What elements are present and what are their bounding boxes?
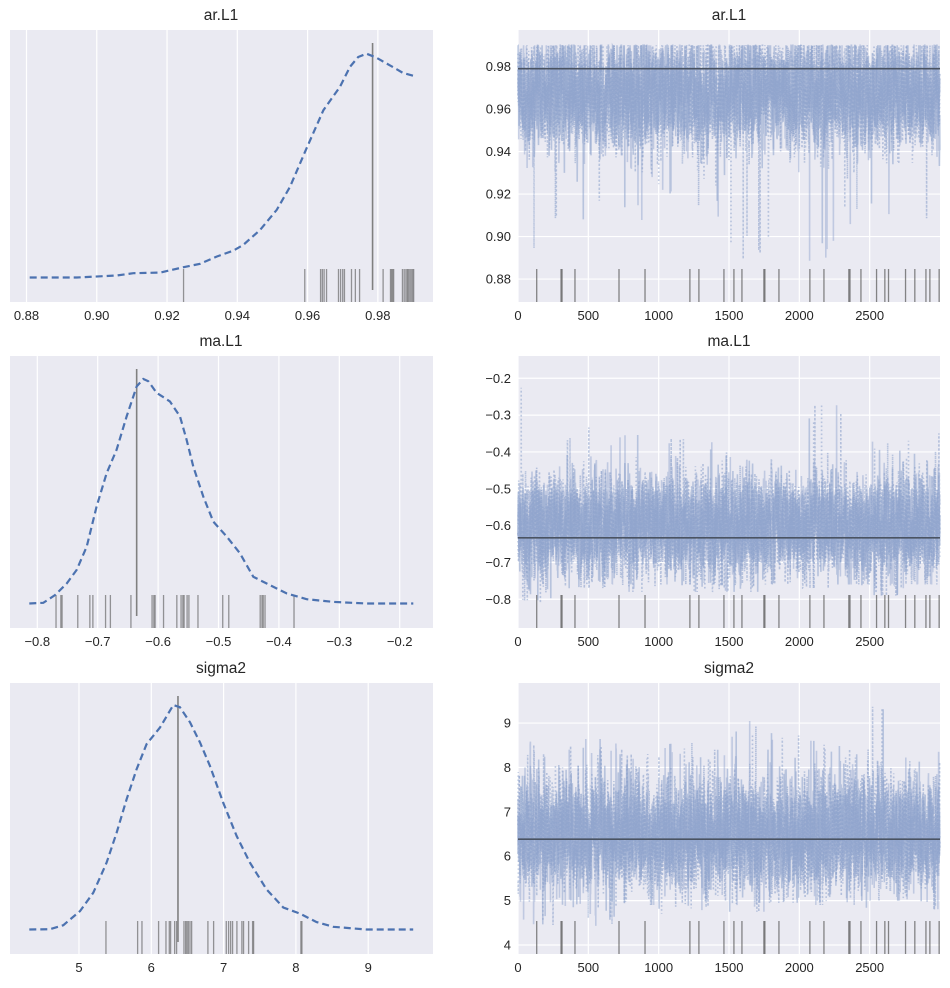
y-tick-label: 0.98 <box>486 59 511 74</box>
panel-title: ar.L1 <box>204 7 238 24</box>
x-tick-label: 0 <box>514 960 521 975</box>
y-tick-label: 5 <box>504 893 511 908</box>
chain-trace-4 <box>517 44 941 260</box>
x-tick-label: 8 <box>292 960 299 975</box>
x-tick-label: 500 <box>577 634 599 649</box>
x-tick-label: 0.98 <box>365 308 390 323</box>
panel-title: sigma2 <box>704 660 754 677</box>
x-tick-label: −0.2 <box>387 634 413 649</box>
y-tick-label: 8 <box>504 760 511 775</box>
x-tick-label: 0.88 <box>14 308 39 323</box>
x-tick-label: 0.90 <box>84 308 109 323</box>
kde-curve <box>29 377 414 605</box>
x-tick-label: 2000 <box>785 960 814 975</box>
x-tick-label: 1500 <box>715 634 744 649</box>
panel-sigma2-density: 5 6 7 8 9 sigma2 <box>10 660 433 975</box>
panel-title: sigma2 <box>196 660 246 677</box>
x-tick-label: 2000 <box>785 634 814 649</box>
plot-area <box>10 30 433 302</box>
panel-ma-l1-density: −0.8 −0.7 −0.6 −0.5 −0.4 −0.3 −0.2 ma.L1 <box>10 333 433 649</box>
y-tick-label: 0.96 <box>486 102 511 117</box>
x-tick-label: −0.5 <box>206 634 232 649</box>
x-tick-label: 1000 <box>644 960 673 975</box>
x-tick-label: −0.8 <box>24 634 50 649</box>
x-tick-label: 2500 <box>855 634 884 649</box>
y-tick-label: −0.8 <box>485 592 511 607</box>
x-tick-label: −0.3 <box>326 634 352 649</box>
x-tick-label: 1500 <box>715 960 744 975</box>
y-tick-label: 9 <box>504 716 511 731</box>
y-tick-label: 0.94 <box>486 144 511 159</box>
x-tick-label: 2500 <box>855 308 884 323</box>
x-tick-label: 500 <box>577 308 599 323</box>
y-tick-label: 4 <box>504 937 511 952</box>
x-tick-label: 500 <box>577 960 599 975</box>
y-tick-label: 0.90 <box>486 229 511 244</box>
panel-title: ma.L1 <box>199 333 242 350</box>
plot-area <box>10 356 433 628</box>
y-tick-label: 6 <box>504 849 511 864</box>
y-tick-label: 0.88 <box>486 272 511 287</box>
x-tick-label: 2500 <box>855 960 884 975</box>
panel-title: ma.L1 <box>707 333 750 350</box>
x-tick-label: 9 <box>365 960 372 975</box>
kde-curve <box>29 52 414 279</box>
x-tick-label: 0 <box>514 308 521 323</box>
y-tick-label: 7 <box>504 804 511 819</box>
plot-area <box>10 683 433 954</box>
x-tick-label: 2000 <box>785 308 814 323</box>
panel-title: ar.L1 <box>712 7 746 24</box>
y-tick-label: −0.2 <box>485 371 511 386</box>
chain-trace-2 <box>517 405 941 601</box>
x-tick-label: 0 <box>514 634 521 649</box>
panel-ma-l1-trace: 0 500 1000 1500 2000 2500 −0.8 −0.7 −0.6 −0.5 −0.4… <box>485 333 941 649</box>
y-tick-label: 0.92 <box>486 187 511 202</box>
y-tick-label: −0.5 <box>485 481 511 496</box>
x-tick-label: 6 <box>148 960 155 975</box>
x-tick-label: 0.94 <box>225 308 250 323</box>
x-tick-label: 1000 <box>644 308 673 323</box>
panel-sigma2-trace: 0 500 1000 1500 2000 2500 4 5 6 7 8 9 sigma2 <box>504 660 941 975</box>
x-tick-label: 0.92 <box>154 308 179 323</box>
chain-trace-4 <box>517 706 941 925</box>
y-tick-label: −0.3 <box>485 408 511 423</box>
x-tick-label: −0.4 <box>266 634 292 649</box>
x-tick-label: 5 <box>75 960 82 975</box>
x-tick-label: 1000 <box>644 634 673 649</box>
x-tick-label: −0.6 <box>145 634 171 649</box>
x-tick-label: 0.96 <box>295 308 320 323</box>
panel-ar-l1-density: 0.88 0.90 0.92 0.94 0.96 0.98 ar.L1 <box>10 7 433 323</box>
y-tick-label: −0.4 <box>485 444 511 459</box>
chain-trace-4 <box>517 387 941 604</box>
panel-ar-l1-trace: 0 500 1000 1500 2000 2500 0.88 0.90 0.92 0.94 0.96… <box>486 7 941 323</box>
y-tick-label: −0.7 <box>485 555 511 570</box>
x-tick-label: 1500 <box>715 308 744 323</box>
kde-curve <box>29 703 414 931</box>
y-tick-label: −0.6 <box>485 518 511 533</box>
x-tick-label: −0.7 <box>85 634 111 649</box>
x-tick-label: 7 <box>220 960 227 975</box>
